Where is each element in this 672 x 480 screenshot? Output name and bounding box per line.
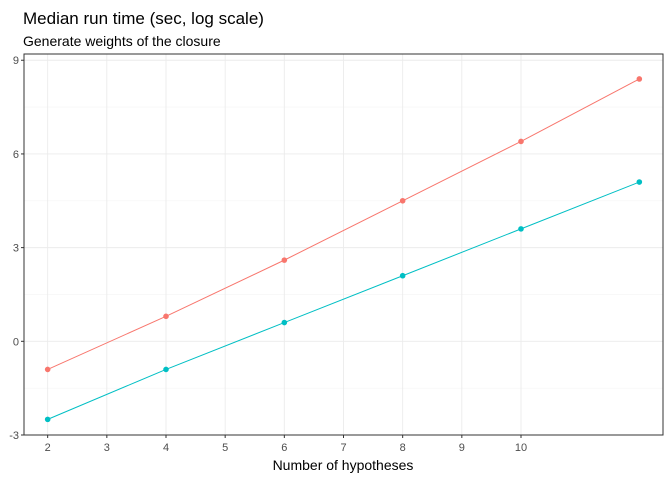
x-tick-label: 3 — [104, 442, 110, 454]
x-tick-label: 8 — [400, 442, 406, 454]
series-teal-point — [399, 272, 406, 279]
chart-title: Median run time (sec, log scale) — [23, 9, 264, 28]
axes: -3 0 3 6 9 2 3 4 5 6 7 8 9 10 — [9, 55, 527, 454]
x-tick-label: 9 — [459, 442, 465, 454]
series-red-line — [47, 78, 640, 370]
series-red-point — [636, 76, 643, 82]
x-tick-label: 6 — [281, 442, 287, 454]
series-teal-point — [44, 416, 51, 423]
series-red-point — [399, 197, 406, 204]
series-red-point — [44, 366, 51, 373]
y-tick-label: 3 — [13, 243, 19, 255]
x-tick-label: 4 — [163, 442, 169, 454]
series-teal-point — [163, 366, 169, 373]
series-red-point — [163, 313, 169, 320]
y-tick-label: 6 — [13, 149, 19, 161]
x-tick-label: 5 — [222, 442, 228, 454]
series-teal-point — [281, 319, 288, 326]
series-teal-line — [47, 181, 640, 420]
y-tick-label: 9 — [13, 55, 19, 67]
x-tick-label: 10 — [515, 442, 527, 454]
series-red-point — [281, 257, 288, 263]
chart-subtitle: Generate weights of the closure — [23, 33, 221, 49]
grid — [24, 54, 663, 436]
series-layer — [44, 76, 643, 423]
y-tick-label: 0 — [13, 336, 19, 348]
series-teal-point — [636, 179, 643, 185]
x-axis-title: Number of hypotheses — [273, 457, 414, 473]
x-tick-label: 7 — [340, 442, 346, 454]
series-red-point — [518, 138, 524, 145]
x-tick-label: 2 — [45, 442, 51, 454]
series-teal-point — [518, 226, 524, 232]
y-tick-label: -3 — [9, 430, 19, 442]
